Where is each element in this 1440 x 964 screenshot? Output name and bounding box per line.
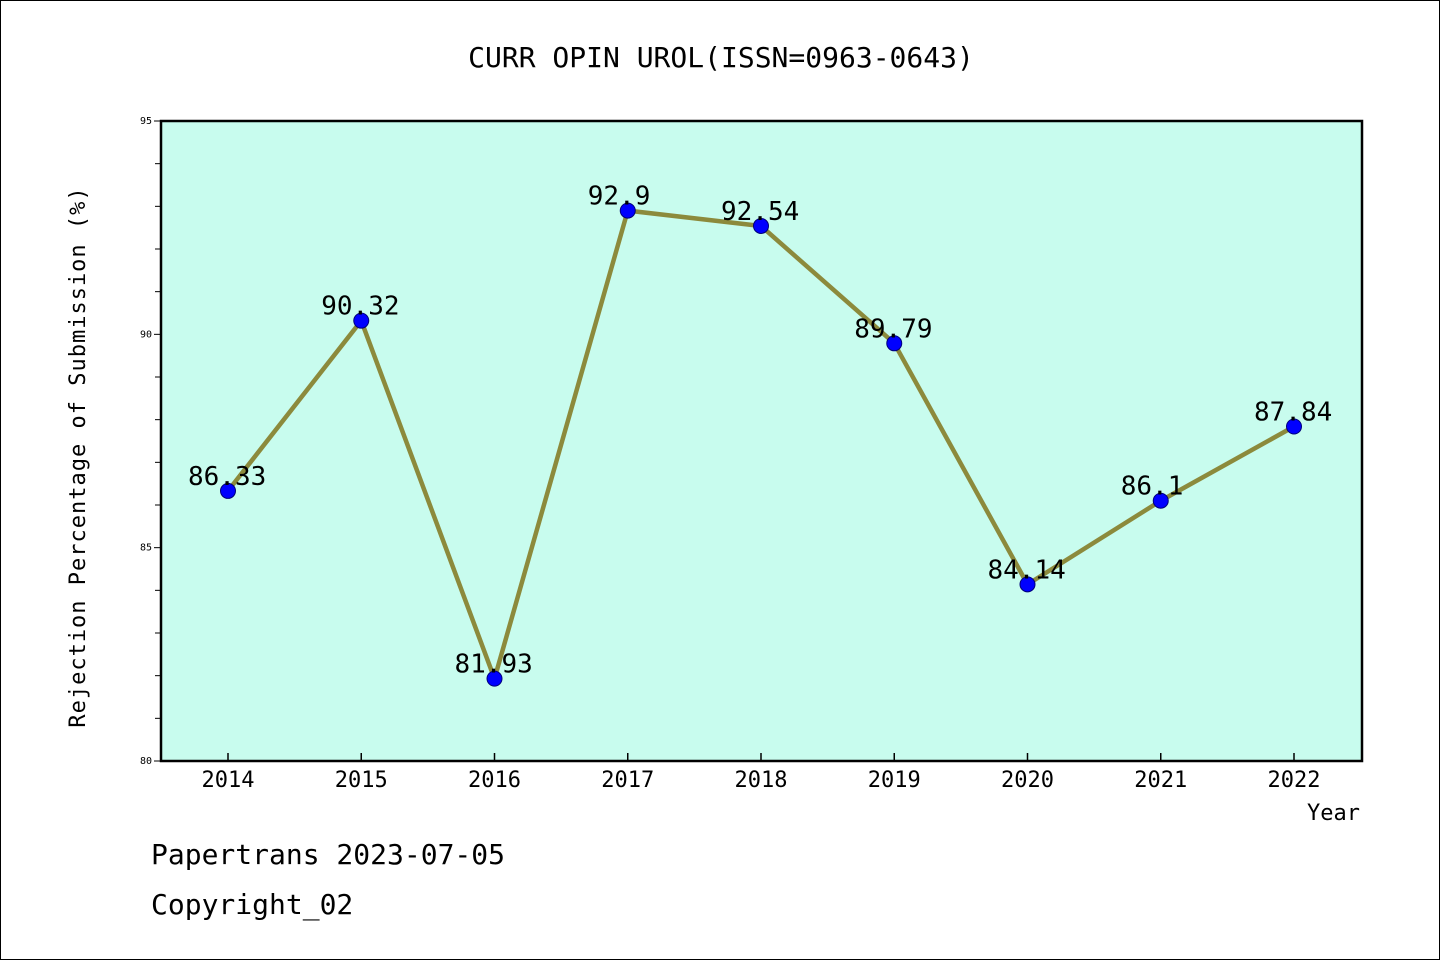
data-point-2018 [753, 217, 769, 234]
data-label-2019: 89.79 [854, 314, 932, 344]
data-label-2018: 92.54 [721, 197, 799, 227]
x-tick-label: 2016 [468, 768, 521, 793]
x-axis-label: Year [1307, 801, 1360, 826]
data-label-2016: 81.93 [455, 650, 533, 680]
y-tick-label: 80 [140, 756, 152, 767]
data-label-2022: 87.84 [1254, 397, 1332, 427]
data-point-2021 [1152, 492, 1169, 509]
data-point-2022 [1286, 418, 1302, 435]
data-point-2016 [486, 670, 503, 687]
x-tick-label: 2020 [1001, 768, 1054, 793]
data-points [220, 202, 1302, 687]
y-tick-label: 95 [140, 116, 152, 127]
data-point-2017 [619, 202, 636, 219]
footer-source: Papertrans 2023-07-05 [151, 838, 505, 871]
data-label-2015: 90.32 [321, 292, 399, 322]
y-tick-label: 85 [140, 543, 152, 554]
x-tick-label: 2015 [335, 768, 388, 793]
x-tick-label: 2022 [1268, 768, 1321, 793]
y-tick-label: 90 [140, 329, 152, 340]
x-tick-label: 2019 [868, 768, 921, 793]
data-label-2014: 86.33 [188, 462, 266, 492]
footer-copyright: Copyright_02 [151, 888, 353, 922]
data-point-2020 [1019, 576, 1036, 593]
y-axis-label: Rejection Percentage of Submission (%) [66, 186, 91, 727]
chart-title: CURR OPIN UROL(ISSN=0963-0643) [468, 41, 974, 74]
data-label-2021: 86.1 [1121, 472, 1184, 502]
data-label-2020: 84.14 [988, 555, 1066, 585]
x-tick-label: 2017 [601, 768, 654, 793]
data-point-2015 [353, 312, 370, 329]
data-label-2017: 92.9 [588, 182, 651, 212]
y-axis: 80 85 90 95 [140, 116, 161, 767]
x-tick-label: 2014 [202, 768, 255, 793]
data-point-2019 [886, 335, 903, 352]
x-tick-label: 2021 [1134, 768, 1187, 793]
x-axis: 2014 2015 2016 2017 2018 2019 2020 2021 2022 [202, 753, 1321, 793]
data-point-2014 [220, 482, 236, 499]
x-tick-label: 2018 [735, 768, 788, 793]
data-labels: 86.33 90.32 81.93 92.9 92.54 89.79 84.14 86.1 87… [188, 182, 1332, 680]
